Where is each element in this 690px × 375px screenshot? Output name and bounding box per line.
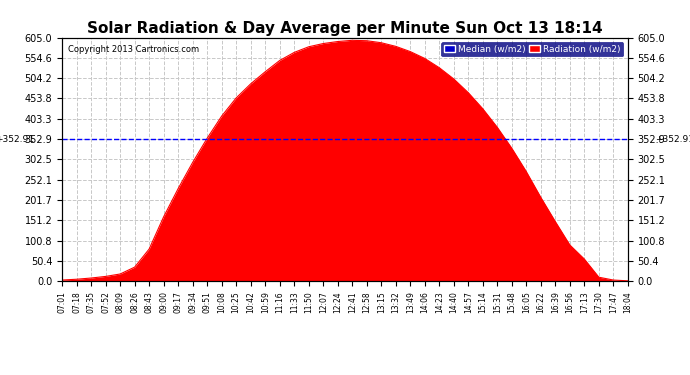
- Text: +352.91: +352.91: [656, 135, 690, 144]
- Legend: Median (w/m2), Radiation (w/m2): Median (w/m2), Radiation (w/m2): [441, 42, 623, 56]
- Text: +352.91: +352.91: [0, 135, 34, 144]
- Text: Copyright 2013 Cartronics.com: Copyright 2013 Cartronics.com: [68, 45, 199, 54]
- Title: Solar Radiation & Day Average per Minute Sun Oct 13 18:14: Solar Radiation & Day Average per Minute…: [87, 21, 603, 36]
